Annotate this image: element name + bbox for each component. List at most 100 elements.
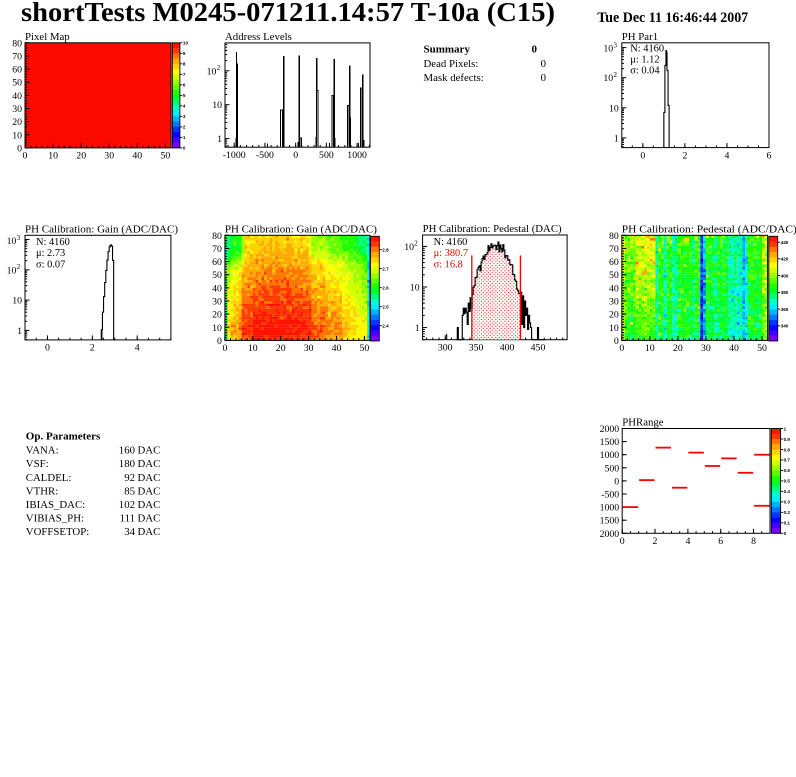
svg-text:70: 70 [12, 51, 22, 62]
svg-text:2: 2 [414, 241, 418, 248]
svg-text:-500: -500 [256, 150, 274, 161]
svg-text:1: 1 [614, 133, 619, 144]
svg-text:10: 10 [410, 283, 420, 294]
svg-text:0: 0 [640, 150, 645, 161]
svg-text:400: 400 [781, 273, 789, 278]
svg-text:450: 450 [531, 343, 546, 354]
svg-text:20: 20 [212, 310, 222, 321]
svg-text:3: 3 [17, 235, 21, 242]
svg-text:σ: 0.07: σ: 0.07 [36, 259, 65, 270]
svg-text:180: 180 [119, 458, 135, 470]
svg-text:0: 0 [293, 150, 298, 161]
svg-text:102: 102 [119, 499, 135, 511]
svg-text:0: 0 [541, 72, 546, 84]
svg-text:10: 10 [248, 343, 258, 354]
svg-text:85: 85 [124, 485, 135, 497]
svg-text:0: 0 [614, 336, 619, 347]
svg-text:40: 40 [212, 283, 222, 294]
svg-text:0: 0 [183, 146, 186, 151]
svg-text:6: 6 [718, 536, 723, 547]
svg-text:μ: 2.73: μ: 2.73 [36, 248, 65, 259]
svg-text:2.6: 2.6 [382, 285, 389, 290]
svg-text:VOFFSETOP:: VOFFSETOP: [26, 526, 89, 538]
svg-text:2.4: 2.4 [382, 324, 389, 329]
svg-text:10: 10 [7, 265, 17, 276]
svg-text:20: 20 [609, 310, 619, 321]
svg-text:DAC: DAC [138, 458, 161, 470]
svg-text:VANA:: VANA: [26, 445, 59, 457]
svg-text:2: 2 [653, 536, 658, 547]
svg-text:0.2: 0.2 [784, 510, 791, 515]
svg-text:1: 1 [183, 135, 186, 140]
svg-text:PH Par1: PH Par1 [622, 31, 658, 43]
svg-text:10: 10 [7, 236, 17, 247]
svg-text:0.1: 0.1 [784, 521, 791, 526]
svg-text:50: 50 [12, 78, 22, 89]
svg-text:PH Calibration: Pedestal (ADC/: PH Calibration: Pedestal (ADC/DAC) [622, 223, 796, 235]
svg-text:80: 80 [12, 38, 22, 49]
svg-text:20: 20 [276, 343, 286, 354]
svg-text:Tue Dec 11 16:46:44 2007: Tue Dec 11 16:46:44 2007 [597, 10, 748, 26]
svg-text:DAC: DAC [138, 513, 161, 525]
svg-text:2: 2 [614, 72, 618, 79]
svg-text:DAC: DAC [138, 485, 161, 497]
svg-text:-500: -500 [601, 490, 619, 501]
svg-text:10: 10 [183, 41, 189, 46]
svg-text:VIBIAS_PH:: VIBIAS_PH: [26, 513, 84, 525]
svg-text:Address Levels: Address Levels [225, 31, 292, 43]
svg-text:N: 4160: N: 4160 [630, 44, 664, 55]
svg-text:60: 60 [609, 257, 619, 268]
svg-text:40: 40 [332, 343, 342, 354]
svg-text:DAC: DAC [138, 445, 161, 457]
svg-text:2000: 2000 [600, 424, 620, 435]
svg-text:92: 92 [124, 472, 135, 484]
svg-text:20: 20 [76, 151, 86, 162]
svg-text:10: 10 [404, 242, 414, 253]
svg-text:0: 0 [619, 343, 624, 354]
svg-text:5: 5 [183, 93, 186, 98]
svg-text:VSF:: VSF: [26, 458, 49, 470]
svg-text:0: 0 [784, 531, 787, 536]
svg-text:σ: 0.04: σ: 0.04 [630, 66, 660, 77]
svg-text:60: 60 [212, 257, 222, 268]
svg-text:30: 30 [304, 343, 314, 354]
svg-text:N: 4160: N: 4160 [434, 237, 468, 248]
svg-text:10: 10 [207, 66, 217, 77]
svg-text:20: 20 [673, 343, 683, 354]
svg-text:1000: 1000 [600, 503, 620, 514]
svg-text:60: 60 [12, 65, 22, 76]
svg-text:2: 2 [217, 65, 221, 72]
svg-text:2.8: 2.8 [382, 247, 389, 252]
svg-text:160: 160 [119, 445, 135, 457]
svg-text:10: 10 [212, 323, 222, 334]
svg-text:10: 10 [603, 44, 613, 55]
svg-text:40: 40 [132, 151, 142, 162]
svg-text:40: 40 [12, 91, 22, 102]
svg-text:7: 7 [183, 72, 186, 77]
svg-text:0.3: 0.3 [784, 500, 791, 505]
svg-text:2000: 2000 [600, 529, 620, 540]
svg-text:Dead Pixels:: Dead Pixels: [424, 58, 479, 70]
svg-text:CALDEL:: CALDEL: [26, 472, 72, 484]
svg-text:0.7: 0.7 [784, 458, 791, 463]
svg-text:50: 50 [360, 343, 370, 354]
svg-text:0.6: 0.6 [784, 468, 791, 473]
svg-text:3: 3 [614, 42, 618, 49]
svg-text:300: 300 [438, 343, 453, 354]
svg-text:10: 10 [645, 343, 655, 354]
svg-text:30: 30 [609, 297, 619, 308]
svg-text:0: 0 [45, 343, 50, 354]
svg-text:-1000: -1000 [223, 150, 246, 161]
svg-text:30: 30 [104, 151, 114, 162]
svg-text:400: 400 [500, 343, 515, 354]
svg-text:0: 0 [222, 343, 227, 354]
svg-text:0.9: 0.9 [784, 437, 791, 442]
svg-text:2.5: 2.5 [382, 305, 389, 310]
svg-text:μ: 1.12: μ: 1.12 [630, 55, 659, 66]
svg-text:4: 4 [724, 150, 729, 161]
svg-text:IBIAS_DAC:: IBIAS_DAC: [26, 499, 85, 511]
svg-text:50: 50 [161, 151, 171, 162]
svg-text:σ: 16.8: σ: 16.8 [434, 259, 463, 270]
svg-text:0: 0 [541, 58, 546, 70]
svg-text:10: 10 [603, 73, 613, 84]
